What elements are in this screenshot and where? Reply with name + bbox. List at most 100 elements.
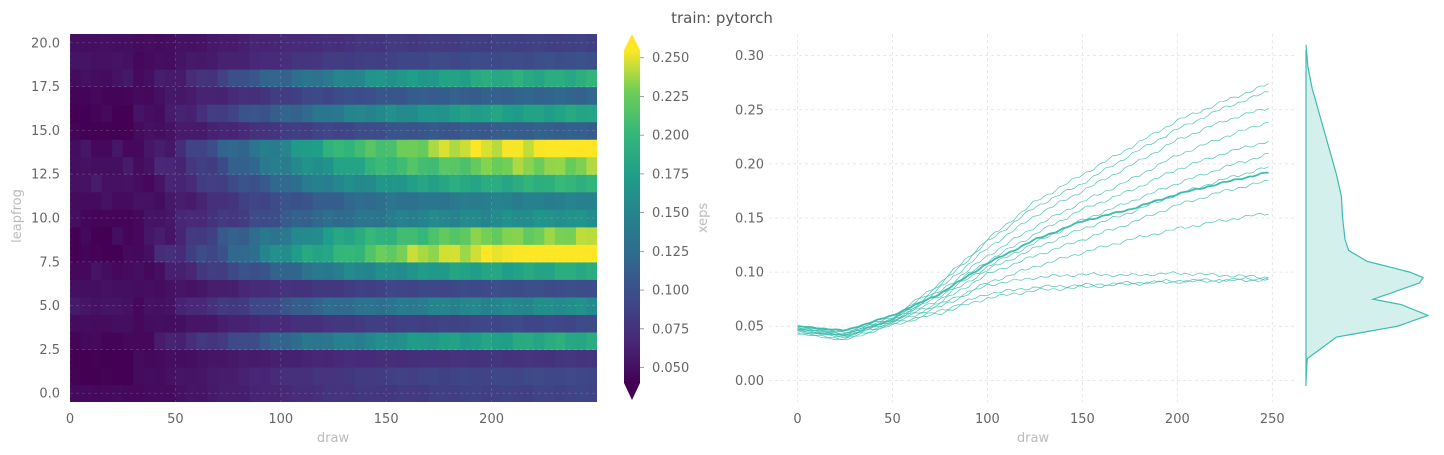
heatmap-cell <box>228 331 240 351</box>
heatmap-cell <box>565 191 577 210</box>
heatmap-cell <box>238 314 250 333</box>
heatmap-cell <box>523 69 535 88</box>
heatmap-cell <box>523 156 535 175</box>
heatmap-cell <box>502 139 514 158</box>
heatmap-cell <box>249 261 261 280</box>
heatmap-cell <box>565 226 577 245</box>
heatmap-cell <box>502 69 514 88</box>
heatmap-cell <box>512 279 524 298</box>
heatmap-cell <box>428 69 440 88</box>
heatmap-cell <box>185 51 198 70</box>
heatmap-cell <box>459 384 472 402</box>
heatmap-cell <box>438 174 451 193</box>
heatmap-cell <box>238 69 250 88</box>
heatmap-y-tick-label: 20.0 <box>31 36 60 51</box>
heatmap-cell <box>333 191 345 210</box>
heatmap-cell <box>354 384 366 402</box>
heatmap-cell <box>512 139 524 158</box>
heatmap-cell <box>438 349 451 368</box>
heatmap-cell <box>502 366 514 386</box>
heatmap-cell <box>459 174 472 193</box>
heatmap-cell <box>386 121 398 140</box>
heatmap-cell <box>344 244 356 263</box>
heatmap-cell <box>238 34 250 53</box>
heatmap-cell <box>133 139 145 158</box>
heatmap-cell <box>301 244 314 263</box>
heatmap-cell <box>354 279 366 298</box>
heatmap-cell <box>175 261 187 280</box>
heatmap-cell <box>301 191 314 210</box>
heatmap-cell <box>491 51 503 70</box>
heatmap-cell <box>575 384 588 402</box>
heatmap-cell <box>428 279 440 298</box>
heatmap-cell <box>375 51 387 70</box>
heatmap-cell <box>164 209 176 228</box>
series-line <box>797 179 1269 337</box>
heatmap-cell <box>322 34 335 53</box>
heatmap-cell <box>122 384 134 402</box>
heatmap-cell <box>185 86 198 105</box>
heatmap-cell <box>249 34 261 53</box>
heatmap-cell <box>259 226 271 245</box>
heatmap-cell <box>365 209 377 228</box>
heatmap-cell <box>512 331 524 351</box>
heatmap-cell <box>280 121 292 140</box>
heatmap-cell <box>565 51 577 70</box>
heatmap-cell <box>249 384 261 402</box>
heatmap-cell <box>428 314 440 333</box>
heatmap-cell <box>154 279 166 298</box>
heatmap-cell <box>438 34 451 53</box>
heatmap-cell <box>91 366 103 386</box>
heatmap-cell <box>565 244 577 263</box>
heatmap-cell <box>112 174 124 193</box>
heatmap-cell <box>523 174 535 193</box>
heatmap-cell <box>259 279 271 298</box>
heatmap-cell <box>196 86 208 105</box>
heatmap-cell <box>565 331 577 351</box>
heatmap-cell <box>207 244 219 263</box>
line-x-tick-label: 150 <box>1070 412 1095 427</box>
heatmap-cell <box>312 244 324 263</box>
heatmap-cell <box>312 261 324 280</box>
heatmap-cell <box>333 314 345 333</box>
heatmap-cell <box>70 121 82 140</box>
heatmap-cell <box>154 314 166 333</box>
heatmap-cell <box>270 384 282 402</box>
heatmap-cell <box>365 86 377 105</box>
heatmap-cell <box>122 121 134 140</box>
heatmap-cell <box>544 34 556 53</box>
heatmap-cell <box>533 296 545 315</box>
heatmap-cell <box>428 174 440 193</box>
heatmap-cell <box>512 366 524 386</box>
heatmap-cell <box>459 331 472 351</box>
heatmap-cell <box>259 104 271 123</box>
heatmap-cell <box>344 191 356 210</box>
heatmap-cell <box>238 261 250 280</box>
heatmap-cell <box>396 366 408 386</box>
heatmap-cell <box>207 104 219 123</box>
heatmap-cell <box>554 331 566 351</box>
heatmap-cell <box>438 331 451 351</box>
heatmap-cell <box>164 104 176 123</box>
heatmap-cell <box>375 366 387 386</box>
heatmap-cell <box>91 226 103 245</box>
heatmap-cell <box>164 296 176 315</box>
heatmap-cell <box>491 226 503 245</box>
heatmap-cell <box>238 244 250 263</box>
heatmap-cell <box>164 279 176 298</box>
heatmap-cell <box>175 366 187 386</box>
heatmap-cell <box>70 191 82 210</box>
heatmap-cell <box>154 51 166 70</box>
heatmap-cell <box>312 121 324 140</box>
heatmap-cell <box>175 121 187 140</box>
heatmap-cell <box>544 156 556 175</box>
heatmap-cell <box>565 174 577 193</box>
heatmap-cell <box>112 139 124 158</box>
heatmap-cell <box>449 51 461 70</box>
heatmap-cell <box>291 279 303 298</box>
heatmap-cell <box>396 86 408 105</box>
heatmap-cell <box>249 366 261 386</box>
heatmap-cell <box>575 34 588 53</box>
heatmap-cell <box>228 139 240 158</box>
